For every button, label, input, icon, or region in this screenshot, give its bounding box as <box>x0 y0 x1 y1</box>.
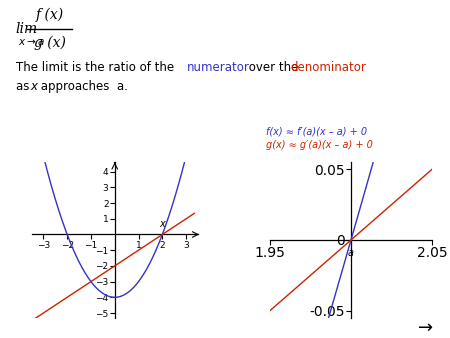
Text: a: a <box>348 248 354 259</box>
Text: →: → <box>418 319 433 337</box>
Text: numerator: numerator <box>187 61 250 74</box>
Text: x: x <box>159 219 165 230</box>
Text: as: as <box>16 80 33 93</box>
Text: approaches  a.: approaches a. <box>37 80 128 93</box>
Text: f(x) ≈ f′(a)(x – a) + 0: f(x) ≈ f′(a)(x – a) + 0 <box>266 127 367 137</box>
Text: g(x) ≈ g′(a)(x – a) + 0: g(x) ≈ g′(a)(x – a) + 0 <box>266 140 373 150</box>
Text: $x\rightarrow a$: $x\rightarrow a$ <box>18 37 45 47</box>
Text: lim: lim <box>16 22 38 36</box>
Text: The limit is the ratio of the: The limit is the ratio of the <box>16 61 178 74</box>
Text: over the: over the <box>245 61 302 74</box>
Text: x: x <box>30 80 37 93</box>
Text: f (x): f (x) <box>36 8 63 22</box>
Text: g (x): g (x) <box>34 36 65 50</box>
Text: denominator: denominator <box>290 61 366 74</box>
